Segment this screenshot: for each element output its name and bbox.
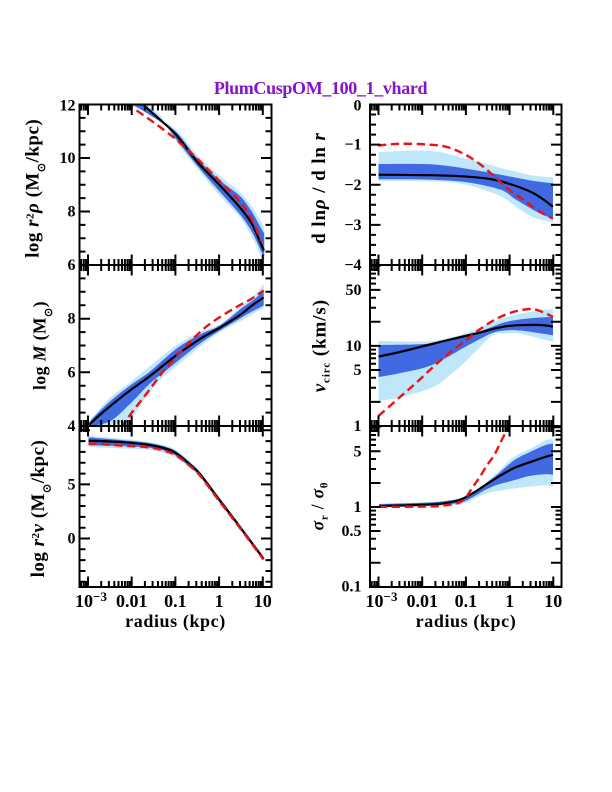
svg-text:d lnρ / d ln r: d lnρ / d ln r	[309, 132, 330, 244]
svg-text:−1: −1	[344, 137, 361, 154]
svg-text:0.01: 0.01	[406, 591, 438, 611]
svg-text:−2: −2	[344, 177, 361, 194]
svg-text:4: 4	[68, 418, 76, 435]
svg-text:PlumCuspOM_100_1_vhard: PlumCuspOM_100_1_vhard	[214, 78, 428, 98]
svg-text:1: 1	[354, 499, 362, 516]
svg-text:8: 8	[68, 311, 76, 328]
svg-text:0.5: 0.5	[342, 523, 362, 540]
svg-text:radius (kpc): radius (kpc)	[416, 611, 517, 632]
svg-text:0.1: 0.1	[164, 591, 187, 611]
svg-text:0.1: 0.1	[455, 591, 478, 611]
svg-text:6: 6	[68, 257, 76, 274]
svg-text:5: 5	[354, 362, 362, 379]
svg-text:radius (kpc): radius (kpc)	[125, 611, 226, 632]
svg-text:0: 0	[354, 98, 362, 115]
svg-text:5: 5	[354, 443, 362, 460]
svg-text:σr / σθ: σr / σθ	[308, 482, 331, 531]
svg-text:−4: −4	[344, 257, 361, 274]
svg-text:1: 1	[354, 418, 362, 435]
svg-text:50: 50	[346, 282, 362, 299]
svg-text:6: 6	[68, 364, 76, 381]
svg-text:0.1: 0.1	[342, 579, 362, 596]
svg-text:−3: −3	[344, 217, 361, 234]
svg-text:12: 12	[60, 98, 76, 115]
svg-text:10: 10	[346, 338, 362, 355]
svg-text:1: 1	[215, 591, 224, 611]
svg-text:8: 8	[68, 204, 76, 221]
svg-text:10: 10	[544, 591, 562, 611]
svg-text:0: 0	[68, 531, 76, 548]
svg-text:0.01: 0.01	[116, 591, 148, 611]
svg-text:vcirc (km/s): vcirc (km/s)	[310, 299, 333, 392]
svg-text:10: 10	[254, 591, 272, 611]
svg-text:1: 1	[505, 591, 514, 611]
svg-text:5: 5	[68, 476, 76, 493]
svg-text:10: 10	[60, 150, 76, 167]
